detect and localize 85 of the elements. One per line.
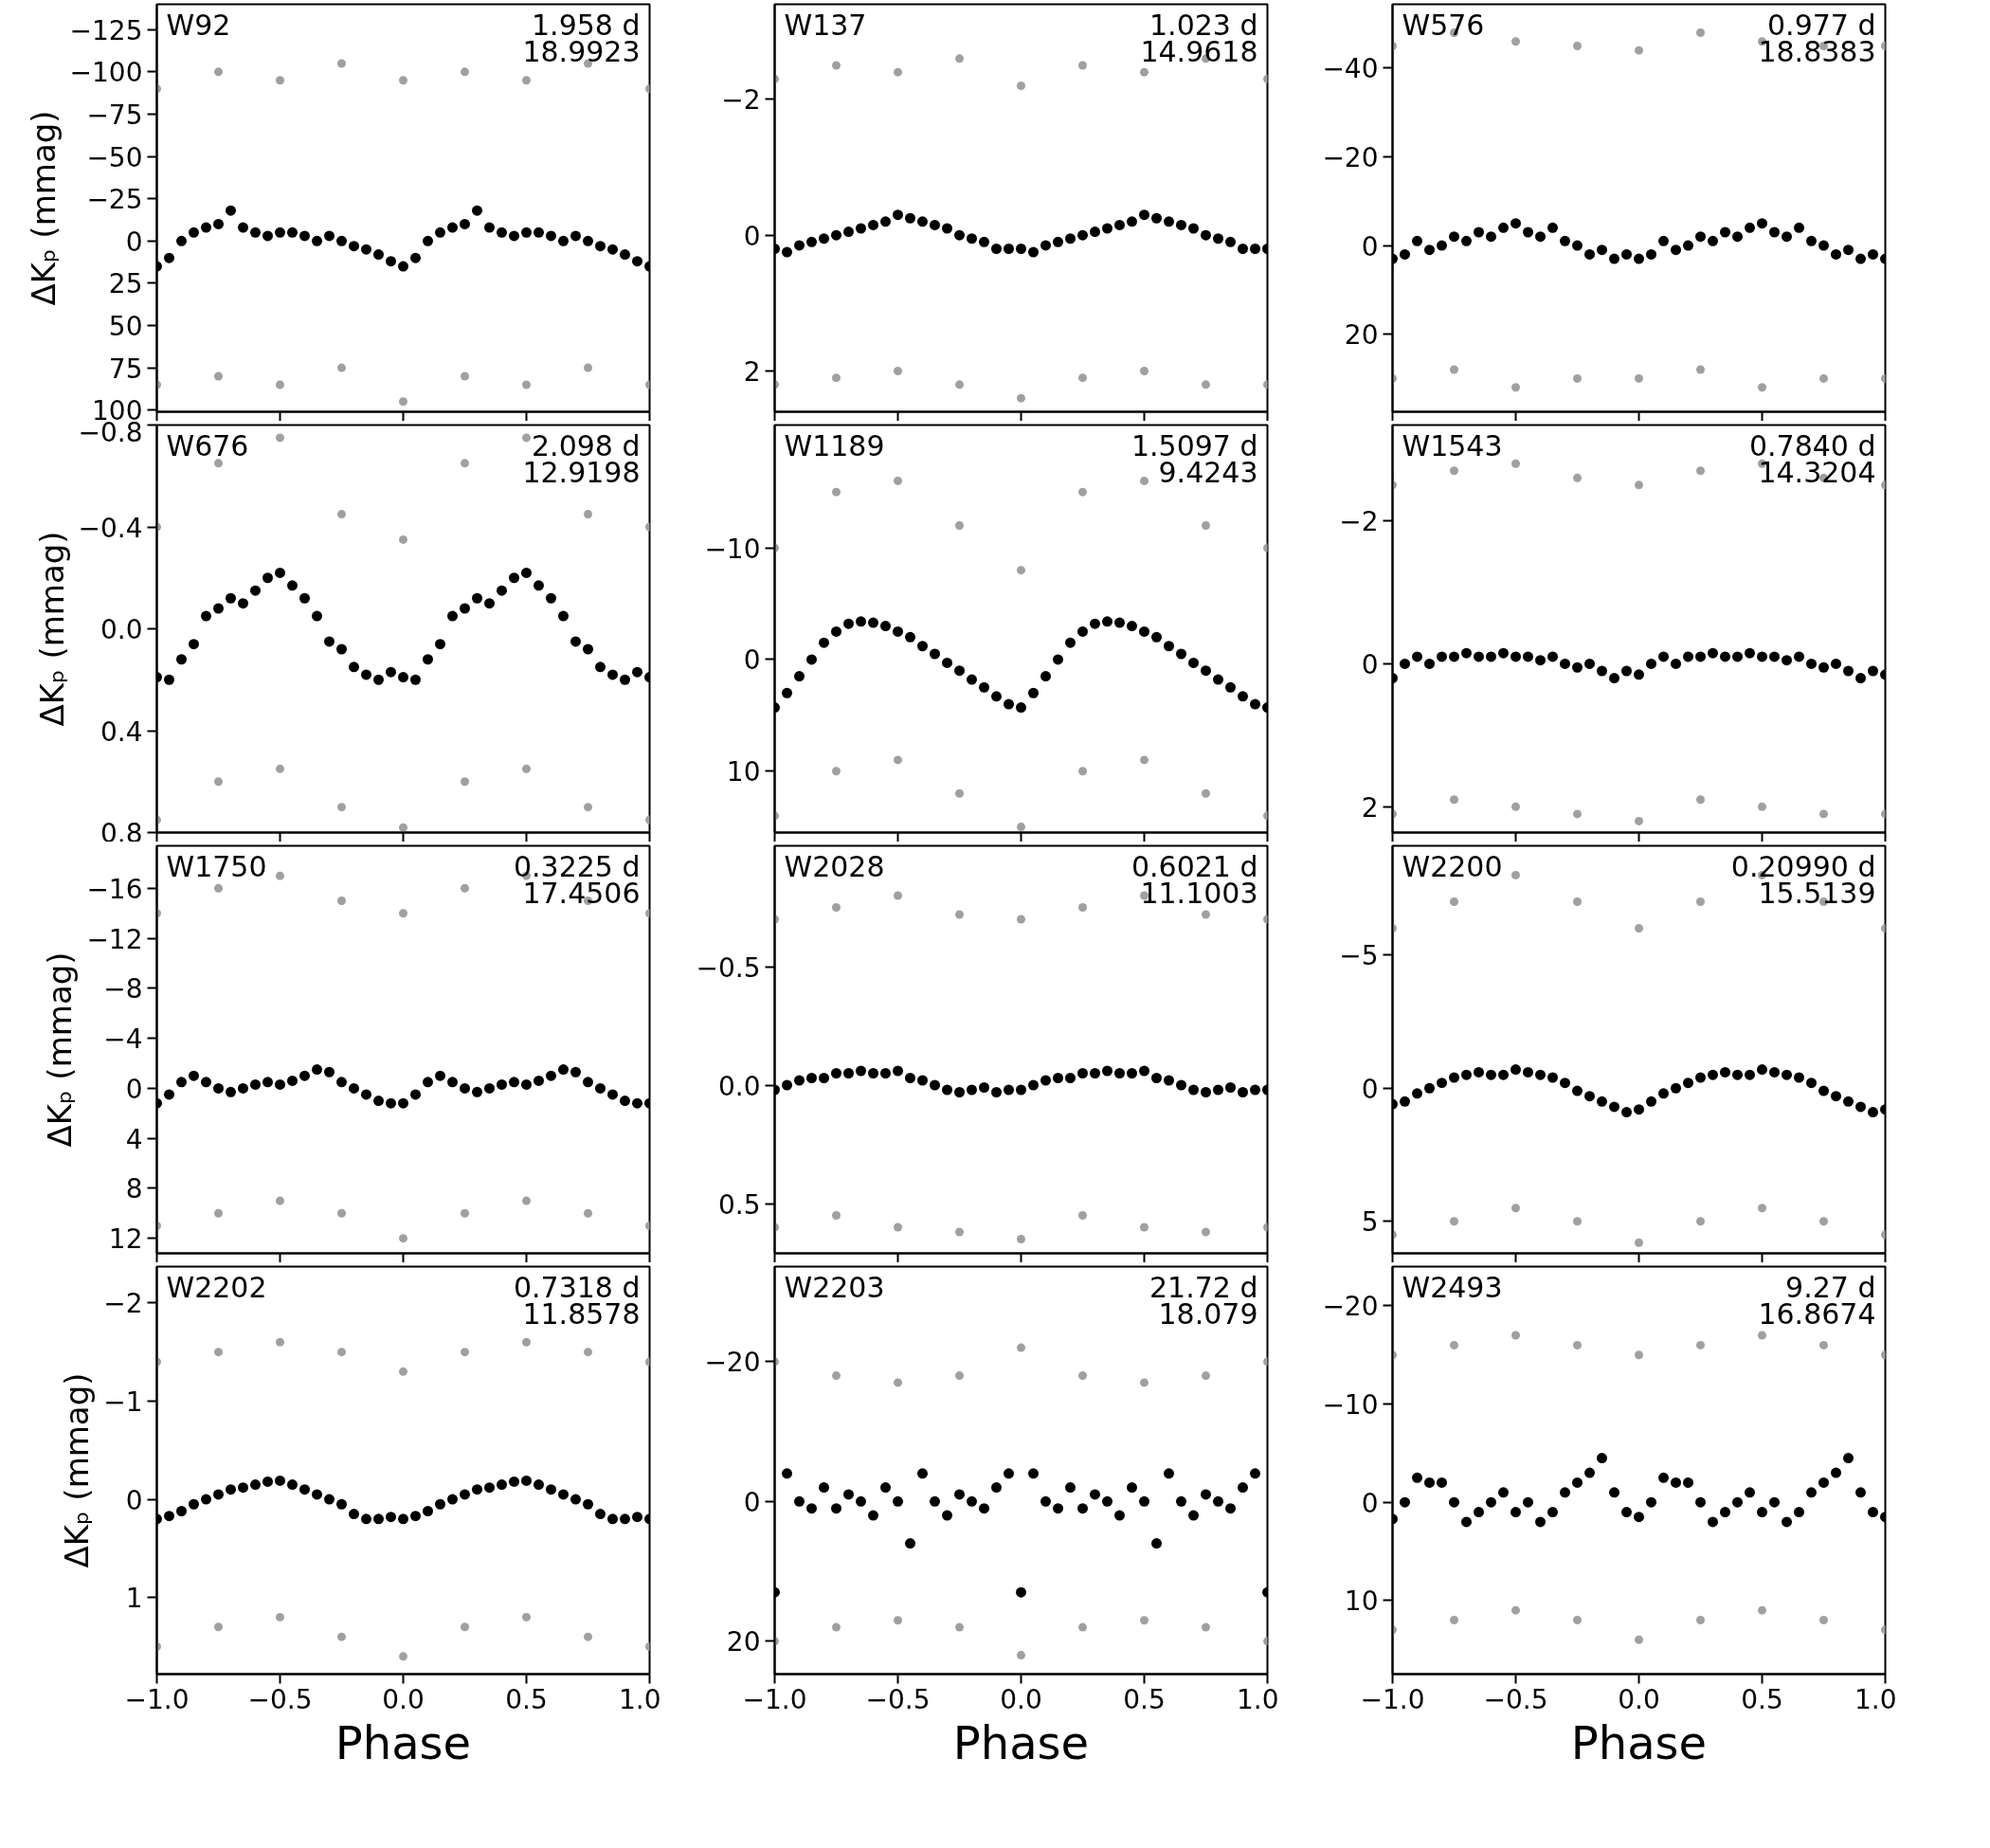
y-axis-title: ΔKₚ (mmag) — [24, 110, 63, 306]
annotation: W1750 — [166, 849, 267, 883]
x-tick-label: 0.0 — [1000, 1683, 1042, 1715]
y-tick-label: −2 — [721, 84, 761, 117]
y-tick-label: 0.5 — [717, 1188, 761, 1221]
annotation: W92 — [166, 8, 231, 42]
y-tick-label: −20 — [1322, 141, 1379, 173]
y-tick-label: −8 — [103, 973, 143, 1006]
y-axis-title: ΔKₚ (mmag) — [58, 1372, 97, 1568]
y-tick-label: −125 — [69, 14, 143, 46]
y-tick-label: 0 — [743, 644, 761, 677]
y-tick-label: 0 — [1361, 1487, 1379, 1519]
y-tick-label: 0.0 — [100, 614, 143, 645]
y-tick-label: −20 — [704, 1347, 761, 1379]
annotation: W2200 — [1402, 849, 1503, 883]
y-tick-label: 0 — [1361, 648, 1379, 680]
y-tick-label: −0.5 — [696, 951, 761, 984]
y-tick-label: 0 — [1361, 230, 1379, 263]
y-tick-label: 10 — [1344, 1585, 1379, 1618]
y-tick-label: 1 — [125, 1583, 143, 1615]
y-tick-label: −4 — [103, 1024, 143, 1056]
y-tick-label: 0 — [125, 226, 143, 258]
y-tick-label: −10 — [704, 533, 761, 565]
y-tick-label: 75 — [108, 353, 143, 385]
x-tick-label: −0.5 — [1483, 1683, 1548, 1715]
x-tick-label: 1.0 — [1236, 1683, 1279, 1715]
y-tick-label: −16 — [86, 873, 143, 905]
y-tick-label: 20 — [1344, 319, 1379, 352]
y-tick-label: 50 — [108, 311, 143, 342]
y-tick-label: −5 — [1339, 940, 1379, 972]
y-tick-label: 20 — [726, 1626, 761, 1658]
y-tick-label: 2 — [743, 356, 761, 388]
y-tick-label: 12 — [108, 1223, 143, 1256]
x-tick-label: −1.0 — [124, 1683, 190, 1715]
annotation: W576 — [1402, 8, 1485, 42]
y-tick-label: 5 — [1361, 1206, 1379, 1239]
y-tick-label: 10 — [726, 756, 761, 788]
y-tick-label: 0.8 — [100, 817, 143, 849]
y-tick-label: 0 — [743, 1486, 761, 1518]
y-tick-label: −100 — [69, 57, 143, 89]
x-axis-title: Phase — [335, 1715, 472, 1769]
y-tick-label: −2 — [1339, 506, 1379, 538]
x-tick-label: 0.5 — [1741, 1683, 1783, 1715]
y-tick-label: 8 — [125, 1173, 143, 1205]
y-tick-label: −25 — [86, 184, 143, 216]
y-axis-title: ΔKₚ (mmag) — [32, 531, 71, 727]
y-tick-label: 4 — [125, 1123, 143, 1155]
y-tick-label: 0 — [125, 1484, 143, 1516]
y-tick-label: 25 — [108, 268, 143, 300]
y-tick-label: −10 — [1322, 1389, 1379, 1422]
y-tick-label: 0.0 — [717, 1070, 761, 1102]
y-tick-label: −20 — [1322, 1291, 1379, 1323]
y-tick-label: −40 — [1322, 53, 1379, 85]
y-tick-label: −0.4 — [78, 512, 143, 544]
x-tick-label: −0.5 — [247, 1683, 313, 1715]
y-tick-label: 0 — [743, 220, 761, 252]
annotation: W676 — [166, 428, 249, 462]
x-tick-label: 0.0 — [382, 1683, 425, 1715]
annotation: W1543 — [1402, 428, 1503, 462]
x-tick-label: 1.0 — [1854, 1683, 1897, 1715]
y-tick-label: −1 — [103, 1386, 143, 1418]
annotation: W2493 — [1402, 1270, 1503, 1304]
y-tick-label: −2 — [103, 1288, 143, 1320]
annotation: W2203 — [784, 1270, 885, 1304]
x-tick-label: −0.5 — [865, 1683, 931, 1715]
annotation: W1189 — [784, 428, 885, 462]
y-axis-title: ΔKₚ (mmag) — [41, 951, 80, 1148]
annotation: W2202 — [166, 1270, 267, 1304]
x-tick-label: −1.0 — [1360, 1683, 1425, 1715]
x-tick-label: −1.0 — [742, 1683, 807, 1715]
y-tick-label: −75 — [86, 99, 143, 131]
y-tick-label: 0 — [125, 1073, 143, 1105]
y-tick-label: 0 — [1361, 1073, 1379, 1105]
y-tick-label: −12 — [86, 923, 143, 955]
annotation: W2028 — [784, 849, 885, 883]
x-tick-label: 0.5 — [1123, 1683, 1166, 1715]
x-tick-label: 0.0 — [1618, 1683, 1660, 1715]
x-tick-label: 1.0 — [618, 1683, 661, 1715]
annotation: W137 — [784, 8, 867, 42]
y-tick-label: −50 — [86, 141, 143, 173]
y-tick-label: 0.4 — [100, 716, 143, 748]
x-tick-label: 0.5 — [505, 1683, 548, 1715]
x-axis-title: Phase — [1570, 1715, 1708, 1769]
x-axis-title: Phase — [952, 1715, 1090, 1769]
y-tick-label: 2 — [1361, 791, 1379, 824]
